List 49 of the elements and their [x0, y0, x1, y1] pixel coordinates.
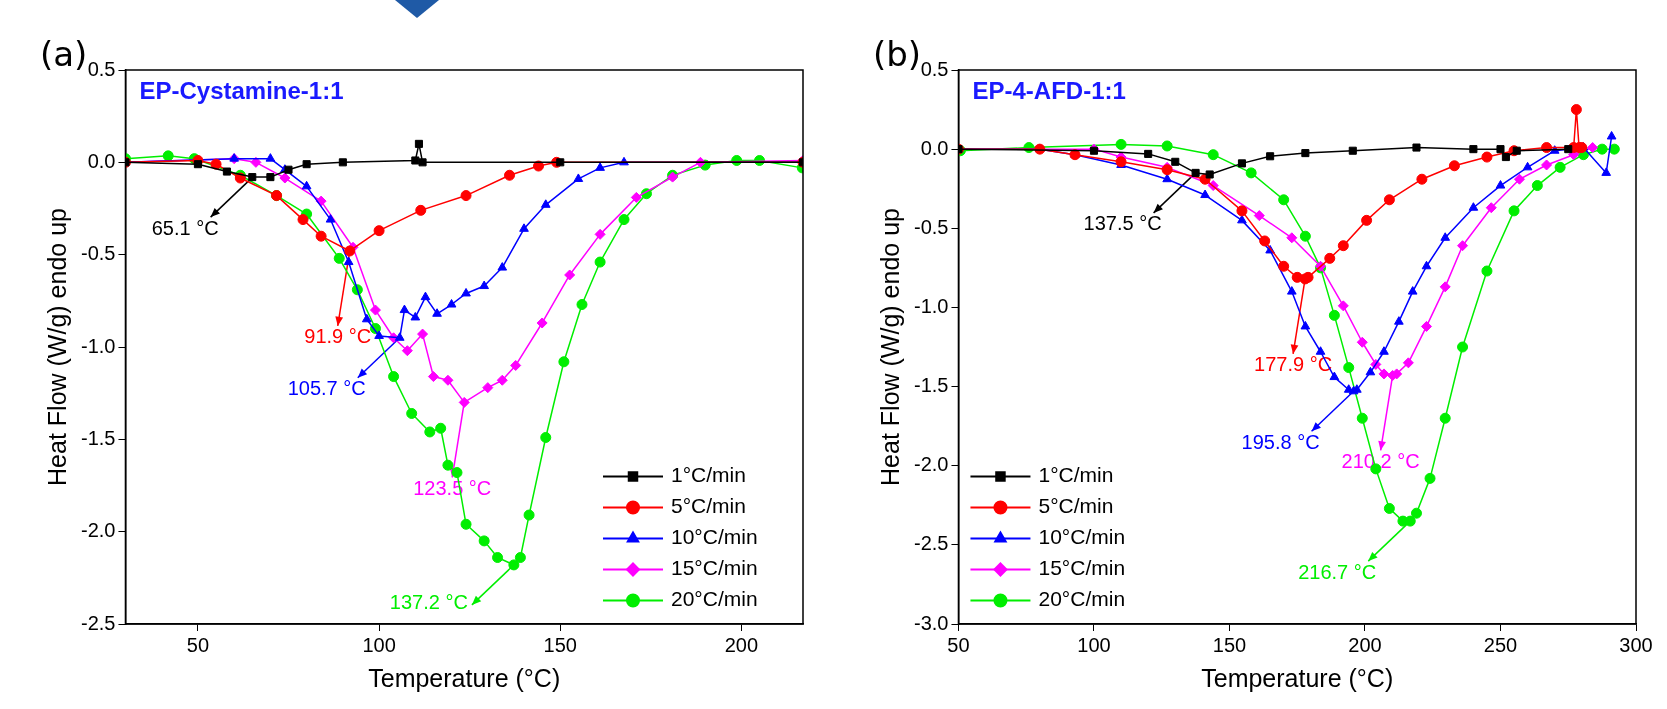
legend-label: 15°C/min: [1038, 556, 1126, 580]
x-tick-label: 150: [543, 633, 577, 656]
y-tick-label: 0.0: [920, 136, 949, 159]
legend-label: 5°C/min: [671, 494, 746, 518]
annotation: 91.9 °C: [304, 325, 372, 348]
y-tick-label: -1.0: [913, 294, 949, 317]
legend-label: 10°C/min: [671, 525, 758, 549]
x-tick-label: 200: [1348, 633, 1382, 656]
x-tick-label: 100: [362, 633, 396, 656]
legend-label: 20°C/min: [671, 587, 758, 611]
chart-title: EP-4-AFD-1:1: [972, 76, 1126, 104]
x-tick-label: 50: [186, 633, 210, 656]
legend-label: 1°C/min: [671, 463, 746, 487]
y-tick-label: -0.5: [913, 215, 949, 238]
y-tick-label: 0.5: [920, 57, 949, 80]
annotation: 216.7 °C: [1298, 560, 1377, 583]
text: (b): [873, 34, 922, 74]
y-tick-label: -2.5: [80, 611, 116, 634]
text: (a): [40, 34, 88, 74]
x-axis-title: Temperature (°C): [368, 663, 561, 692]
y-tick-label: -3.0: [913, 611, 949, 634]
x-axis-title: Temperature (°C): [1201, 663, 1394, 692]
y-tick-label: -2.0: [913, 453, 949, 476]
annotation: 195.8 °C: [1241, 430, 1320, 453]
y-tick-label: -1.5: [913, 374, 949, 397]
legend-label: 5°C/min: [1038, 494, 1114, 518]
y-tick-label: -1.0: [80, 334, 116, 357]
annotation: 137.5 °C: [1083, 212, 1162, 235]
chart-title: EP-Cystamine-1:1: [139, 76, 344, 104]
annotation: 137.2 °C: [389, 591, 468, 614]
y-axis-title: Heat Flow (W/g) endo up: [875, 208, 904, 486]
x-tick-label: 200: [724, 633, 759, 656]
y-axis-title: Heat Flow (W/g) endo up: [42, 208, 71, 486]
legend-label: 10°C/min: [1038, 525, 1126, 549]
legend-label: 20°C/min: [1038, 587, 1126, 611]
annotation: 65.1 °C: [151, 216, 219, 239]
x-tick-label: 100: [1077, 633, 1111, 656]
legend-label: 15°C/min: [671, 556, 758, 580]
y-tick-label: 0.0: [87, 149, 116, 172]
y-tick-label: -2.0: [80, 519, 116, 542]
x-tick-label: 300: [1619, 633, 1653, 656]
y-tick-label: 0.5: [87, 57, 116, 80]
annotation: 105.7 °C: [287, 377, 366, 400]
x-tick-label: 250: [1483, 633, 1518, 656]
x-tick-label: 50: [947, 633, 970, 656]
y-tick-label: -0.5: [80, 242, 116, 265]
x-tick-label: 150: [1212, 633, 1247, 656]
legend-label: 1°C/min: [1038, 463, 1114, 487]
y-tick-label: -1.5: [80, 426, 116, 449]
